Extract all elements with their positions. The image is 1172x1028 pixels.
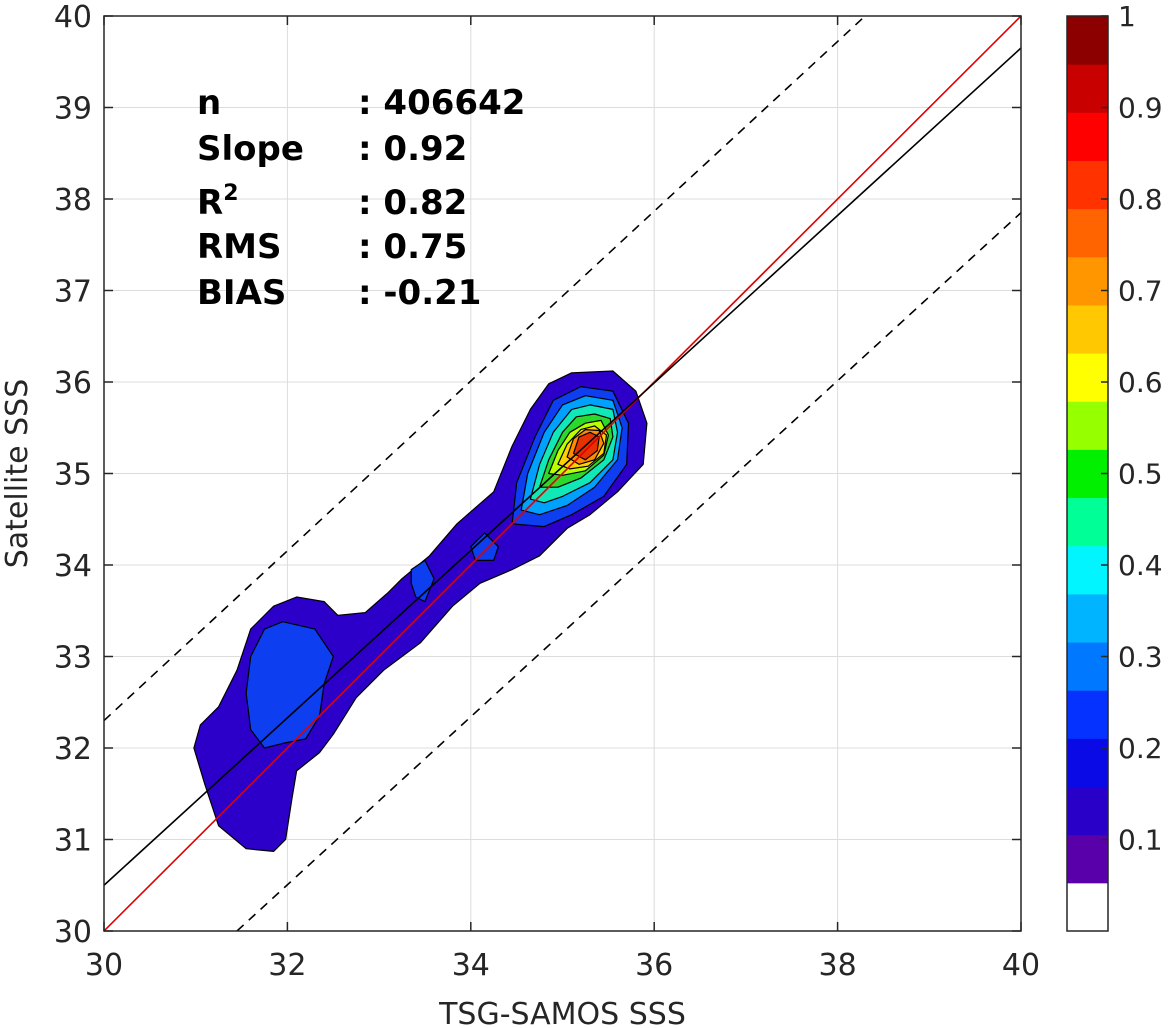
stat-value: : -0.21 xyxy=(358,273,481,313)
stat-label: Slope xyxy=(197,129,304,169)
y-axis-label: Satellite SSS xyxy=(0,379,35,569)
colorbar-swatch xyxy=(1067,401,1108,450)
colorbar-swatch xyxy=(1067,786,1108,836)
reference-lines xyxy=(104,16,1021,931)
axis-ticks: 30 32 34 36 38 40 30 31 32 33 34 35 36 37 38 39 40 xyxy=(54,0,1040,983)
y-tick-label: 32 xyxy=(54,732,92,767)
colorbar-tick-label: 0.4 xyxy=(1118,549,1163,582)
colorbar-tick-label: 0.2 xyxy=(1118,732,1163,765)
y-tick-label: 30 xyxy=(54,915,92,950)
x-tick-label: 36 xyxy=(635,948,673,983)
x-axis-label: TSG-SAMOS SSS xyxy=(438,997,686,1028)
colorbar-swatch xyxy=(1067,16,1108,65)
colorbar-swatch xyxy=(1067,690,1108,739)
y-tick-label: 39 xyxy=(54,92,92,127)
stat-label: RMS xyxy=(197,227,282,267)
colorbar-tick-label: 0.6 xyxy=(1118,366,1163,399)
y-tick-label: 35 xyxy=(54,458,92,493)
y-tick-label: 34 xyxy=(54,549,92,584)
y-tick-label: 38 xyxy=(54,183,92,218)
x-tick-label: 30 xyxy=(85,948,123,983)
y-tick-label: 40 xyxy=(54,0,92,35)
x-tick-label: 32 xyxy=(268,948,306,983)
colorbar-tick-label: 0.7 xyxy=(1118,275,1163,308)
stats-box: n : 406642 Slope : 0.92 R2 : 0.82 RMS : 0.75 BIA… xyxy=(197,83,525,313)
lower-bound-line xyxy=(236,212,1021,931)
colorbar-tick-label: 0.3 xyxy=(1118,641,1163,674)
stat-label-text: RMS xyxy=(197,227,282,267)
colorbar-swatch xyxy=(1067,642,1108,691)
stat-label-text: Slope xyxy=(197,129,304,169)
y-tick-label: 31 xyxy=(54,824,92,859)
stat-value: : 0.92 xyxy=(358,129,467,169)
stat-label-text: n xyxy=(197,83,221,123)
colorbar-swatch xyxy=(1067,208,1108,258)
colorbar-swatch xyxy=(1067,64,1108,113)
colorbar-tick-label: 0.8 xyxy=(1118,183,1163,216)
density-contours xyxy=(193,370,648,853)
colorbar-swatch xyxy=(1067,353,1108,402)
colorbar-tick-label: 0.5 xyxy=(1118,458,1163,491)
colorbar-swatch xyxy=(1067,593,1108,643)
stat-label-superscript: 2 xyxy=(223,181,238,206)
x-tick-label: 40 xyxy=(1002,948,1040,983)
y-tick-label: 37 xyxy=(54,275,92,310)
stat-value: : 0.75 xyxy=(358,227,467,267)
upper-bound-line xyxy=(104,16,866,722)
colorbar-tick-label: 0.1 xyxy=(1118,824,1163,857)
colorbar-swatch xyxy=(1067,256,1108,306)
contour-level-0.2 xyxy=(245,621,334,749)
colorbar-swatch xyxy=(1067,834,1108,884)
colorbar-tick-label: 1 xyxy=(1118,0,1136,33)
x-tick-label: 34 xyxy=(452,948,490,983)
colorbar-swatch xyxy=(1067,304,1108,354)
contour-level-0.2 xyxy=(410,559,435,603)
stat-value: : 0.82 xyxy=(358,183,467,223)
colorbar-swatch xyxy=(1067,882,1108,932)
colorbar: 0.1 0.2 0.3 0.4 0.5 0.6 0.7 0.8 0.9 1 xyxy=(1066,0,1163,932)
x-tick-label: 38 xyxy=(819,948,857,983)
stat-label-text: R xyxy=(197,183,223,223)
y-tick-label: 36 xyxy=(54,366,92,401)
colorbar-swatch xyxy=(1067,112,1108,161)
colorbar-swatch xyxy=(1067,545,1108,595)
colorbar-swatch xyxy=(1067,160,1108,210)
stat-label: R2 xyxy=(197,181,239,223)
regression-line xyxy=(104,47,1021,886)
colorbar-swatch xyxy=(1067,497,1108,547)
y-tick-label: 33 xyxy=(54,641,92,676)
colorbar-tick-label: 0.9 xyxy=(1118,92,1163,125)
colorbar-swatch xyxy=(1067,738,1108,788)
one-to-one-line xyxy=(104,16,1021,931)
stat-label-text: BIAS xyxy=(197,273,286,313)
stat-label: BIAS xyxy=(197,273,286,313)
stat-value: : 406642 xyxy=(358,83,525,123)
stat-label: n xyxy=(197,83,221,123)
